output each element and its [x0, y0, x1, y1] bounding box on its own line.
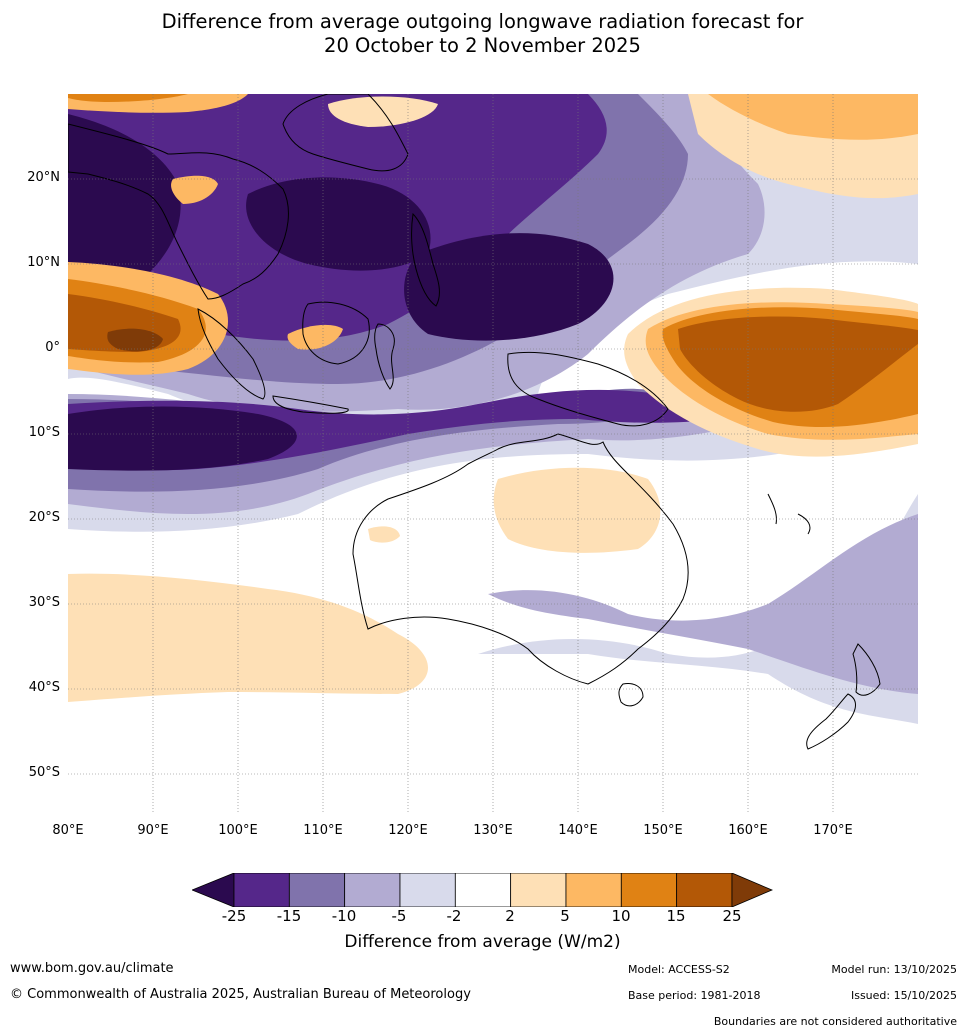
- lat-label-50s: 50°S: [28, 765, 60, 780]
- title-line-1: Difference from average outgoing longwav…: [161, 10, 804, 33]
- lon-label-120e: 120°E: [388, 823, 428, 838]
- lat-label-40s: 40°S: [28, 680, 60, 695]
- china-coast: [282, 94, 409, 172]
- lon-label-110e: 110°E: [303, 823, 343, 838]
- colorbar-tick-label: 5: [560, 907, 570, 925]
- lon-label-90e: 90°E: [137, 823, 169, 838]
- boundaries-disclaimer: Boundaries are not considered authoritat…: [713, 1015, 957, 1028]
- positive-anomaly-fields: [68, 94, 918, 702]
- colorbar-segment: [676, 873, 733, 907]
- lat-label-10s: 10°S: [28, 425, 60, 440]
- colorbar-tick-label: -15: [276, 907, 302, 925]
- colorbar-segment: [399, 873, 456, 907]
- lat-label-20n: 20°N: [27, 170, 60, 185]
- sulawesi-outline: [374, 323, 395, 390]
- issued-date: Issued: 15/10/2025: [850, 989, 957, 1002]
- colorbar-label: Difference from average (W/m2): [344, 932, 621, 952]
- mainland-asia-outline: [68, 123, 289, 300]
- colorbar-segment: [454, 873, 512, 907]
- title-line-2: 20 October to 2 November 2025: [324, 34, 641, 57]
- colorbar-segment: [344, 873, 401, 907]
- new-guinea-outline: [507, 351, 669, 427]
- colorbar-segment: [565, 873, 622, 907]
- java-outline: [272, 395, 349, 414]
- coastlines: [68, 94, 881, 750]
- lat-label-0: 0°: [45, 340, 60, 355]
- new-zealand-south: [806, 693, 856, 750]
- australia-outline: [352, 433, 689, 685]
- colorbar-tick-label: -25: [221, 907, 247, 925]
- copyright-text: © Commonwealth of Australia 2025, Austra…: [10, 987, 471, 1002]
- lat-label-10n: 10°N: [27, 255, 60, 270]
- lon-label-150e: 150°E: [643, 823, 683, 838]
- map-title: Difference from average outgoing longwav…: [0, 10, 965, 58]
- lon-label-170e: 170°E: [813, 823, 853, 838]
- colorbar-tick-label: 25: [722, 907, 742, 925]
- colorbar-segment: [510, 873, 567, 907]
- colorbar-tick-label: -5: [391, 907, 407, 925]
- colorbar: [192, 873, 773, 907]
- tasmania-outline: [618, 683, 644, 707]
- base-period: Base period: 1981-2018: [628, 989, 761, 1002]
- philippines-outline: [411, 212, 440, 307]
- olr-anomaly-map: [68, 94, 918, 814]
- colorbar-segment: [288, 873, 346, 907]
- lat-label-30s: 30°S: [28, 595, 60, 610]
- sumatra-outline: [197, 308, 266, 400]
- colorbar-extension-low: [192, 873, 235, 907]
- graticule: [68, 94, 918, 814]
- lon-label-80e: 80°E: [52, 823, 84, 838]
- borneo-outline: [302, 301, 370, 365]
- colorbar-extension-high: [731, 873, 773, 907]
- lat-label-20s: 20°S: [28, 510, 60, 525]
- colorbar-tick-label: -2: [446, 907, 462, 925]
- colorbar-tick-label: 2: [505, 907, 515, 925]
- colorbar-tick-label: -10: [331, 907, 357, 925]
- lon-label-140e: 140°E: [558, 823, 598, 838]
- new-zealand-north: [852, 643, 881, 696]
- colorbar-tick-label: 10: [611, 907, 631, 925]
- negative-anomaly-fields: [68, 94, 918, 724]
- colorbar-segment: [233, 873, 290, 907]
- colorbar-tick-label: 15: [666, 907, 686, 925]
- lon-label-160e: 160°E: [728, 823, 768, 838]
- colorbar-segment: [620, 873, 678, 907]
- website-link[interactable]: www.bom.gov.au/climate: [10, 961, 174, 976]
- lon-label-100e: 100°E: [218, 823, 258, 838]
- lon-label-130e: 130°E: [473, 823, 513, 838]
- model-name: Model: ACCESS-S2: [628, 963, 730, 976]
- model-run-date: Model run: 13/10/2025: [831, 963, 957, 976]
- vanuatu-fiji-outline: [767, 493, 811, 535]
